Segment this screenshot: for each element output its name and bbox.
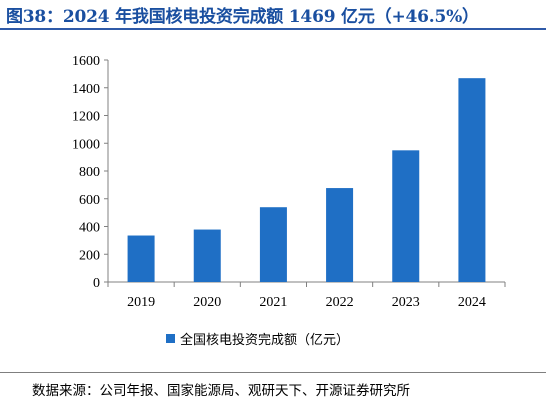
y-tick-label: 600 [79, 193, 100, 208]
y-tick-label: 400 [79, 221, 100, 236]
bar-2020 [193, 229, 221, 282]
x-tick-labels: 2019 2020 2021 2022 2023 2024 [127, 295, 486, 310]
x-tick-label: 2024 [458, 295, 486, 310]
title-rule [0, 28, 546, 30]
x-tick-label: 2020 [193, 295, 221, 310]
x-tick-label: 2019 [127, 295, 155, 310]
bar-2023 [392, 150, 420, 282]
bar-2021 [259, 207, 287, 282]
chart-title: 图38：2024 年我国核电投资完成额 1469 亿元（+46.5%） [6, 7, 479, 27]
x-tick-label: 2021 [259, 295, 287, 310]
y-tick-label: 1600 [72, 54, 100, 69]
bar-2022 [326, 188, 354, 282]
bar-chart: 2019 2020 2021 2022 2023 2024 0 200 400 600 800 10… [72, 54, 506, 348]
x-tick-label: 2022 [326, 295, 354, 310]
y-tick-label: 200 [79, 248, 100, 263]
chart-bars [127, 78, 486, 283]
y-tick-labels: 0 200 400 600 800 1000 1200 1400 1600 [72, 54, 100, 291]
bar-2019 [127, 235, 155, 282]
chart-axes [104, 59, 506, 287]
y-tick-label: 1400 [72, 82, 100, 97]
chart-legend: 全国核电投资完成额（亿元） [166, 332, 349, 348]
y-tick-label: 800 [79, 165, 100, 180]
source-rule [0, 372, 546, 373]
legend-swatch [166, 334, 175, 343]
y-tick-label: 1200 [72, 110, 100, 125]
y-tick-label: 1000 [72, 137, 100, 152]
legend-label: 全国核电投资完成额（亿元） [180, 332, 349, 348]
x-tick-label: 2023 [392, 295, 420, 310]
bar-2024 [458, 78, 486, 283]
source-note: 数据来源：公司年报、国家能源局、观研天下、开源证券研究所 [32, 383, 410, 399]
y-tick-label: 0 [93, 276, 100, 291]
